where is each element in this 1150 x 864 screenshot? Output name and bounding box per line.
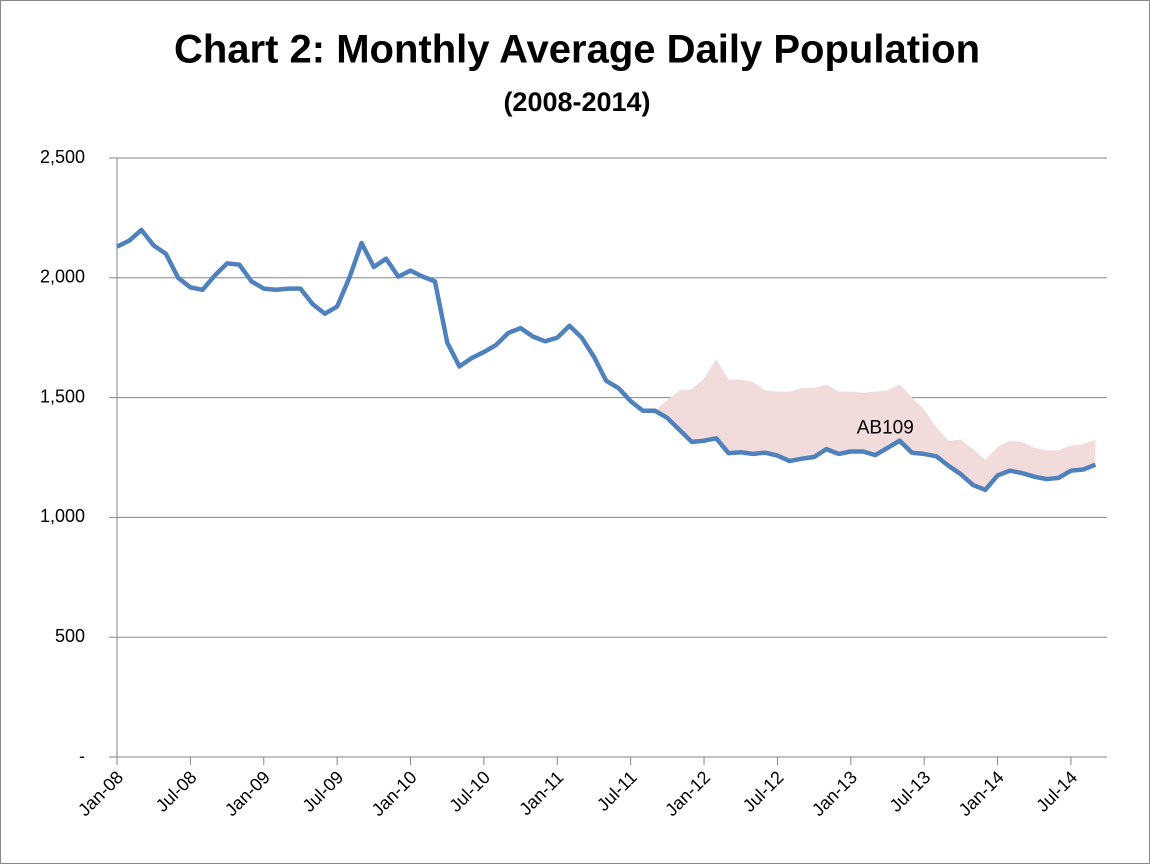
chart-title: Chart 2: Monthly Average Daily Populatio… xyxy=(174,28,980,72)
y-tick-label: 1,500 xyxy=(40,386,85,406)
y-tick-label: 500 xyxy=(55,626,85,646)
y-tick-label: - xyxy=(79,746,85,766)
y-tick-label: 1,000 xyxy=(40,506,85,526)
y-tick-label: 2,000 xyxy=(40,267,85,287)
line xyxy=(116,227,1097,493)
stacked-area xyxy=(655,359,1096,490)
area-label: AB109 xyxy=(857,418,914,439)
y-tick-label: 2,500 xyxy=(40,147,85,167)
chart-subtitle: (2008-2014) xyxy=(503,87,650,117)
